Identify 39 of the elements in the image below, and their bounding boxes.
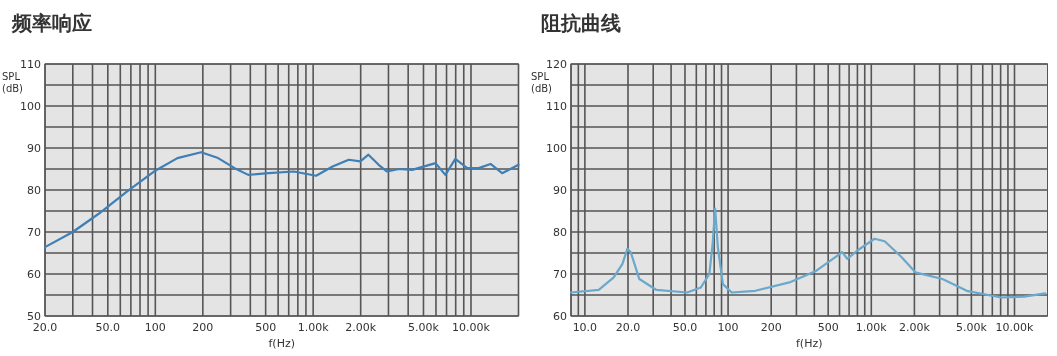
y-tick-label: 120 — [545, 58, 567, 71]
chart-title: 频率响应 — [11, 11, 92, 35]
y-axis-title: SPL (dB) — [530, 71, 552, 94]
y-tick-label: 110 — [20, 58, 41, 71]
x-tick-label: 100 — [717, 321, 739, 334]
x-tick-label: 10.0 — [572, 321, 597, 334]
x-tick-label: 5.00k — [408, 321, 440, 334]
x-tick-label: 2.00k — [898, 321, 930, 334]
x-axis-title: f(Hz) — [268, 337, 296, 350]
y-tick-label: 50 — [27, 310, 41, 323]
y-tick-label: 80 — [552, 226, 567, 239]
x-tick-label: 5.00k — [955, 321, 987, 334]
x-tick-label: 500 — [817, 321, 839, 334]
x-tick-label: 20.0 — [615, 321, 640, 334]
x-tick-label: 100 — [144, 321, 166, 334]
y-tick-label: 90 — [552, 184, 567, 197]
x-tick-label: 20.0 — [32, 321, 58, 334]
y-tick-label: 60 — [27, 268, 41, 281]
x-tick-label: 10.00k — [452, 321, 491, 334]
x-tick-label: 1.00k — [855, 321, 887, 334]
x-axis-title: f(Hz) — [795, 337, 823, 350]
x-tick-label: 1.00k — [297, 321, 330, 334]
x-tick-label: 50.0 — [95, 321, 121, 334]
y-tick-label: 80 — [27, 184, 41, 197]
y-tick-label: 70 — [552, 268, 567, 281]
y-tick-label: 110 — [545, 100, 567, 113]
y-tick-label: 60 — [552, 310, 567, 323]
chart-title: 阻抗曲线 — [540, 11, 621, 35]
x-tick-label: 500 — [255, 321, 277, 334]
y-tick-label: 100 — [20, 100, 41, 113]
x-tick-label: 2.00k — [345, 321, 377, 334]
y-tick-label: 100 — [545, 142, 567, 155]
x-tick-label: 50.0 — [672, 321, 697, 334]
y-tick-label: 70 — [27, 226, 41, 239]
x-tick-label: 10.00k — [995, 321, 1034, 334]
x-tick-label: 200 — [760, 321, 782, 334]
y-axis-title: SPL (dB) — [2, 71, 24, 94]
y-tick-label: 90 — [27, 142, 41, 155]
x-tick-label: 200 — [192, 321, 214, 334]
